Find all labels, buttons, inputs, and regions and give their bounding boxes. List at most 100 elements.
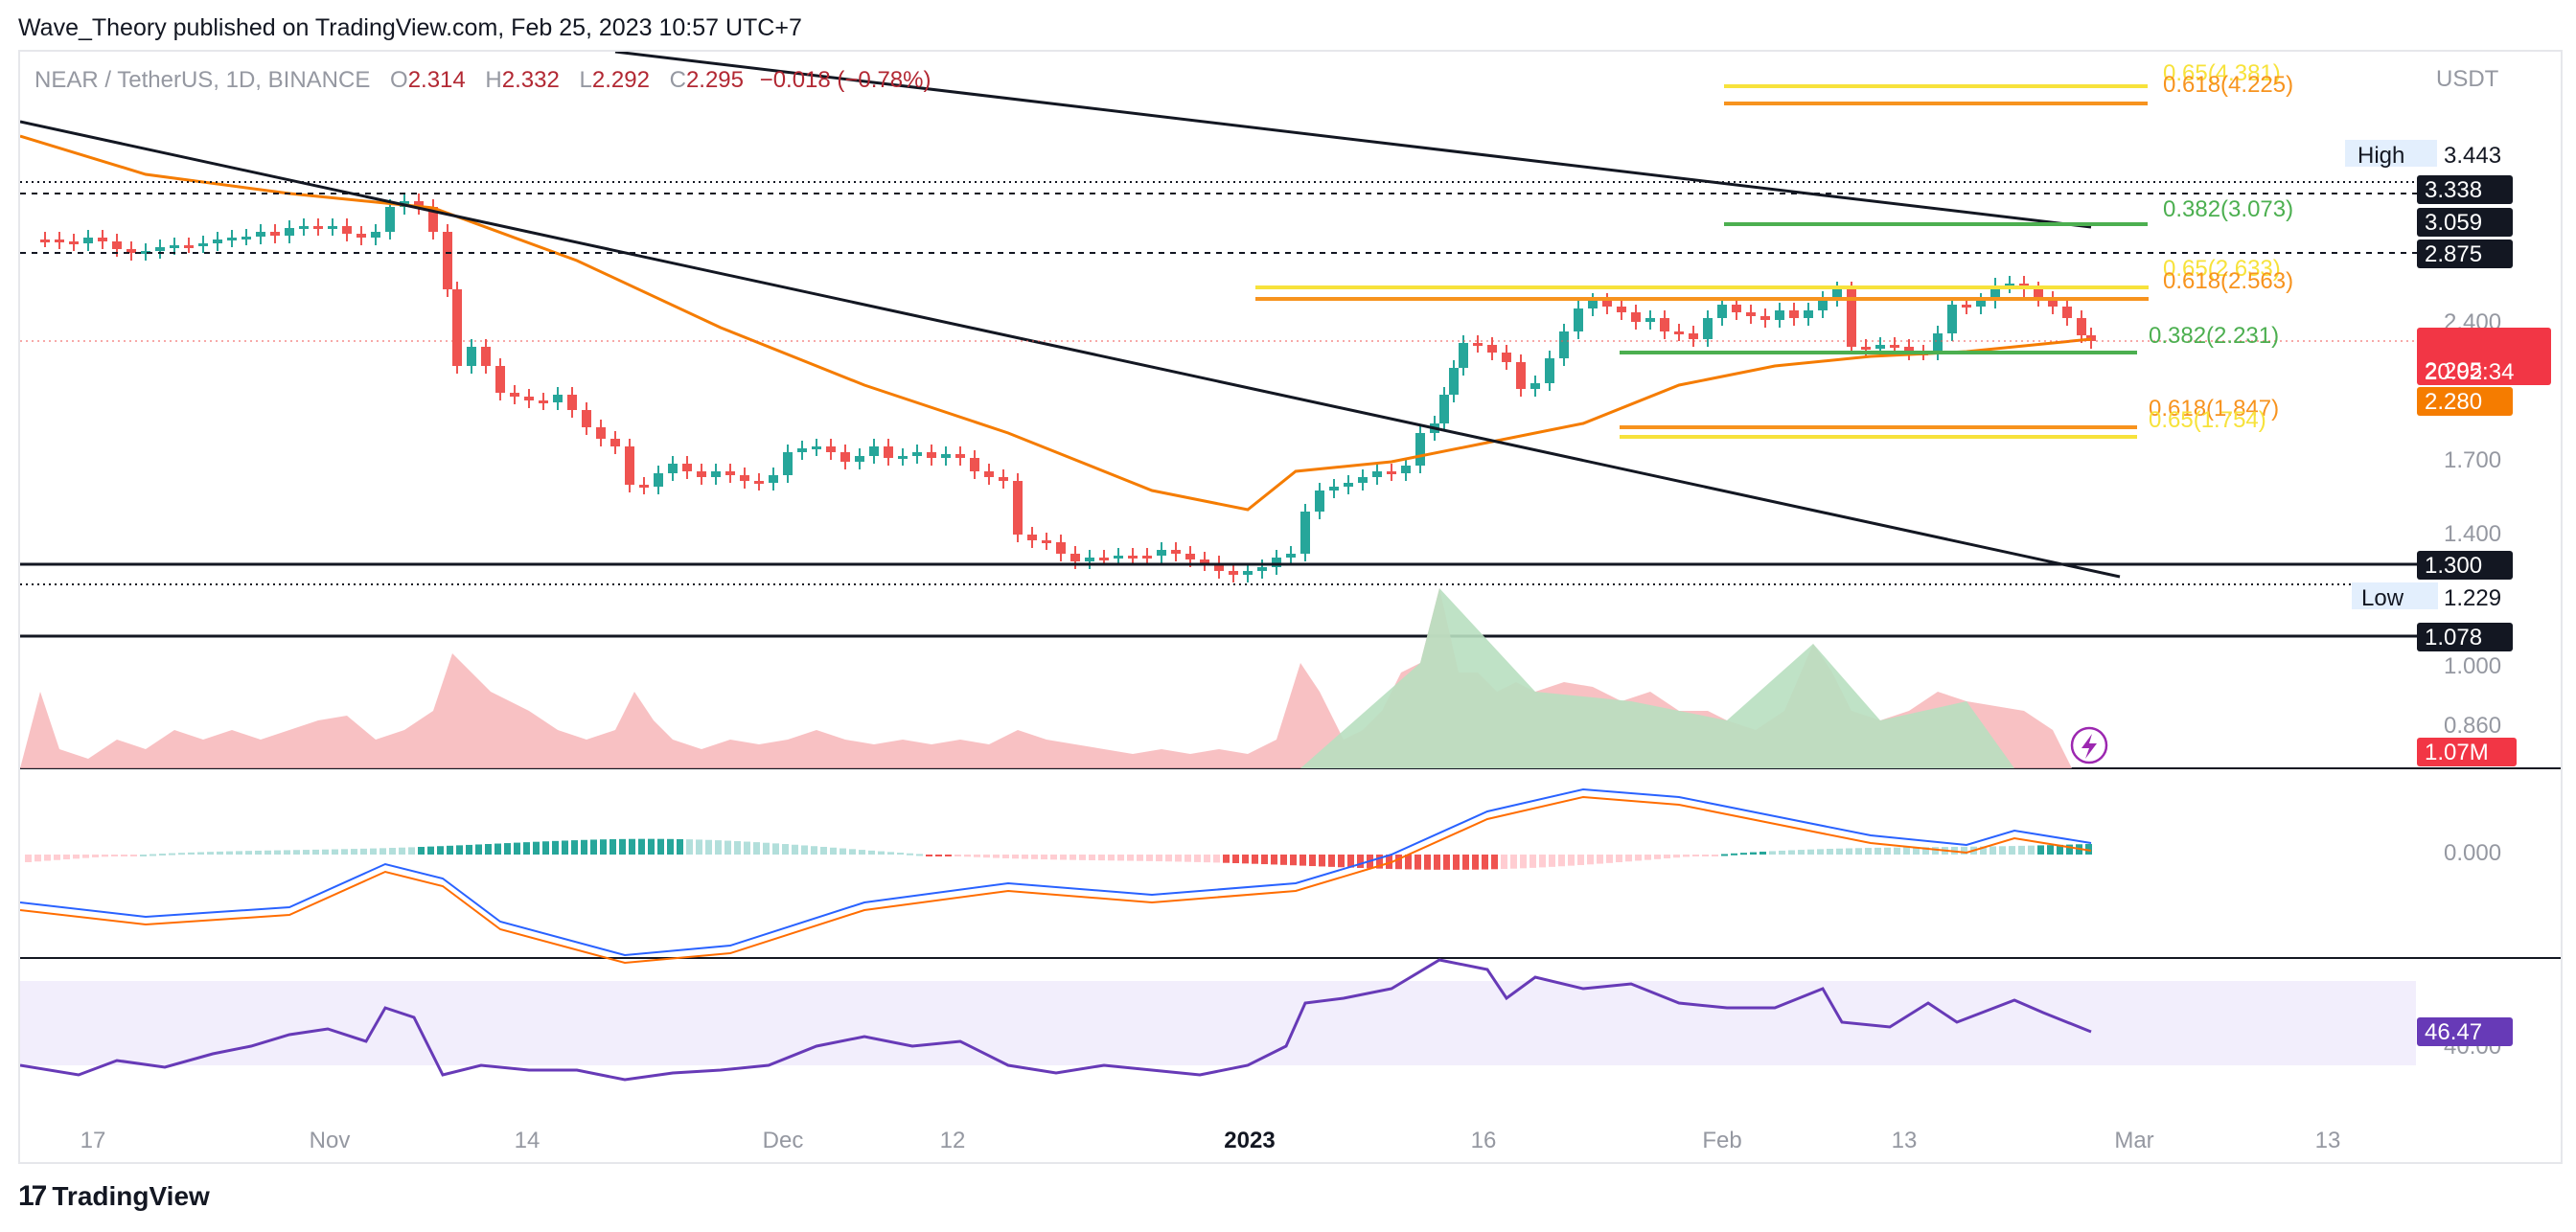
candle-body xyxy=(198,243,208,246)
macd-histogram-bar xyxy=(696,839,702,855)
tradingview-footer[interactable]: 17 TradingView xyxy=(18,1180,210,1213)
candle-body xyxy=(970,458,979,471)
macd-histogram-bar xyxy=(648,838,655,855)
macd-histogram-bar xyxy=(1271,855,1277,865)
macd-histogram-bar xyxy=(1175,855,1182,862)
price-tick: 1.000 xyxy=(2444,653,2501,679)
candle-body xyxy=(797,448,807,452)
macd-histogram-bar xyxy=(264,850,271,855)
macd-histogram-bar xyxy=(1635,855,1642,861)
candle-body xyxy=(682,464,692,471)
change-value: −0.018 (−0.78%) xyxy=(759,67,932,93)
macd-histogram-bar xyxy=(1347,855,1354,868)
volume-tag: 1.07M xyxy=(2425,740,2489,765)
macd-histogram-bar xyxy=(590,839,597,855)
candle-body xyxy=(1085,558,1094,561)
macd-histogram-bar xyxy=(1874,847,1881,855)
macd-histogram-bar xyxy=(1606,855,1613,863)
macd-histogram-bar xyxy=(686,839,693,855)
fib-label-0618-low: 0.618(1.847) xyxy=(2149,396,2279,422)
macd-histogram-bar xyxy=(1597,855,1603,864)
macd-histogram-bar xyxy=(255,850,262,855)
macd-histogram-bar xyxy=(2057,844,2063,855)
macd-histogram-bar xyxy=(92,855,99,857)
macd-histogram-bar xyxy=(868,850,875,855)
macd-histogram-bar xyxy=(418,847,425,855)
macd-histogram-bar xyxy=(600,839,607,855)
candle-body xyxy=(1904,347,1914,353)
macd-histogram-bar xyxy=(370,848,377,855)
candle-body xyxy=(1171,550,1181,554)
high-label: H xyxy=(485,67,502,93)
macd-histogram-bar xyxy=(1089,855,1095,860)
macd-histogram-bar xyxy=(188,852,195,855)
candle-body xyxy=(1300,512,1310,554)
macd-histogram-bar xyxy=(1865,848,1872,855)
high-badge-bg xyxy=(2345,140,2437,167)
candle-body xyxy=(999,477,1008,481)
macd-histogram-bar xyxy=(887,852,894,855)
macd-histogram-bar xyxy=(1424,855,1431,870)
macd-histogram-bar xyxy=(533,841,540,855)
candle-body xyxy=(1804,310,1813,318)
macd-histogram-bar xyxy=(772,843,779,855)
macd-histogram-bar xyxy=(1913,847,1920,855)
candle-body xyxy=(1847,289,1856,347)
candle-body xyxy=(428,207,438,232)
candle-body xyxy=(1329,487,1339,491)
candle-body xyxy=(213,240,222,243)
macd-histogram-bar xyxy=(1194,855,1201,862)
macd-histogram-bar xyxy=(552,840,559,855)
chart-frame[interactable]: 0.65(4.381) 0.618(4.225) 0.382(3.073) 0.65(… xyxy=(18,50,2563,1164)
currency-label: USDT xyxy=(2436,66,2499,92)
macd-histogram-bar xyxy=(1242,855,1249,864)
time-tick: 13 xyxy=(1892,1128,1918,1153)
time-tick: 17 xyxy=(80,1128,106,1153)
candle-body xyxy=(1027,535,1037,540)
level-tag-bg xyxy=(2417,208,2513,237)
candle-body xyxy=(1344,483,1353,487)
trendline-upper xyxy=(614,52,2092,229)
candle-body xyxy=(328,226,337,229)
candle-body xyxy=(912,452,922,456)
candle-body xyxy=(610,439,620,446)
time-tick: Feb xyxy=(1702,1128,1741,1153)
macd-histogram-bar xyxy=(1530,855,1536,868)
candle-body xyxy=(1775,310,1784,320)
candle-body xyxy=(1559,331,1569,358)
last-price-tag: 2.295 xyxy=(2425,358,2482,384)
time-tick: 16 xyxy=(1471,1128,1497,1153)
candle-body xyxy=(242,237,251,240)
fib-band xyxy=(1620,425,2137,429)
candle-body xyxy=(1157,550,1166,556)
macd-histogram-bar xyxy=(916,854,923,856)
macd-histogram-bar xyxy=(1625,855,1632,862)
macd-histogram-bar xyxy=(494,843,501,855)
macd-histogram-bar xyxy=(993,855,1000,858)
candle-body xyxy=(769,475,778,483)
candle-body xyxy=(481,347,491,366)
macd-histogram-bar xyxy=(581,839,587,855)
macd-histogram-bar xyxy=(360,848,367,855)
macd-histogram-bar xyxy=(610,838,616,855)
candle-body xyxy=(1861,347,1871,350)
candle-body xyxy=(256,232,265,237)
macd-histogram-bar xyxy=(1386,855,1392,869)
candle-body xyxy=(1286,554,1296,558)
macd-histogram-bar xyxy=(73,855,80,859)
candle-body xyxy=(567,395,577,410)
candle-body xyxy=(539,400,548,403)
macd-histogram-bar xyxy=(1002,855,1009,858)
macd-histogram-bar xyxy=(1616,855,1622,863)
candle-body xyxy=(1439,395,1449,423)
macd-histogram-bar xyxy=(811,846,817,855)
open-label: O xyxy=(390,67,408,93)
macd-histogram-bar xyxy=(1022,855,1028,859)
candle-body xyxy=(1574,308,1583,331)
candle-body xyxy=(1229,571,1238,575)
candle-body xyxy=(1660,318,1669,331)
macd-histogram-bar xyxy=(399,847,405,855)
price-tick: 0.860 xyxy=(2444,713,2501,739)
chart-canvas[interactable]: 0.65(4.381)0.618(4.225) 0.382(3.073) 0.65(… xyxy=(20,52,2563,1164)
macd-histogram-bar xyxy=(1932,847,1939,855)
